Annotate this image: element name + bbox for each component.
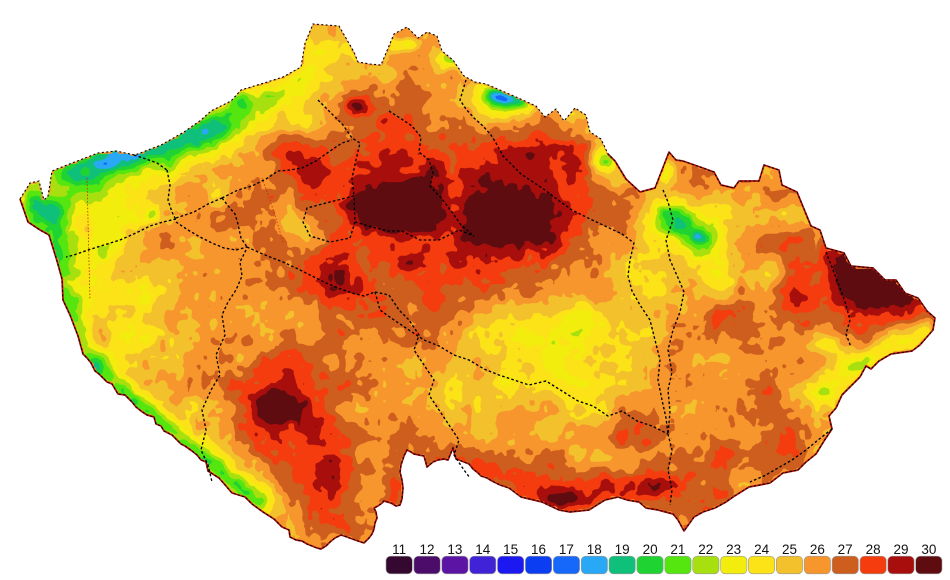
svg-text:20: 20 bbox=[643, 542, 658, 557]
svg-text:27: 27 bbox=[838, 542, 853, 557]
svg-text:22: 22 bbox=[698, 542, 713, 557]
svg-text:13: 13 bbox=[447, 542, 462, 557]
svg-text:17: 17 bbox=[559, 542, 574, 557]
svg-text:19: 19 bbox=[615, 542, 630, 557]
svg-text:16: 16 bbox=[531, 542, 546, 557]
svg-text:23: 23 bbox=[726, 542, 741, 557]
svg-text:21: 21 bbox=[670, 542, 685, 557]
svg-text:18: 18 bbox=[587, 542, 602, 557]
svg-text:25: 25 bbox=[782, 542, 797, 557]
svg-text:28: 28 bbox=[866, 542, 881, 557]
svg-text:26: 26 bbox=[810, 542, 825, 557]
svg-text:24: 24 bbox=[754, 542, 770, 557]
svg-text:29: 29 bbox=[893, 542, 908, 557]
svg-text:14: 14 bbox=[475, 542, 491, 557]
svg-text:15: 15 bbox=[503, 542, 518, 557]
svg-text:30: 30 bbox=[921, 542, 936, 557]
svg-text:12: 12 bbox=[419, 542, 434, 557]
svg-text:11: 11 bbox=[392, 542, 406, 557]
